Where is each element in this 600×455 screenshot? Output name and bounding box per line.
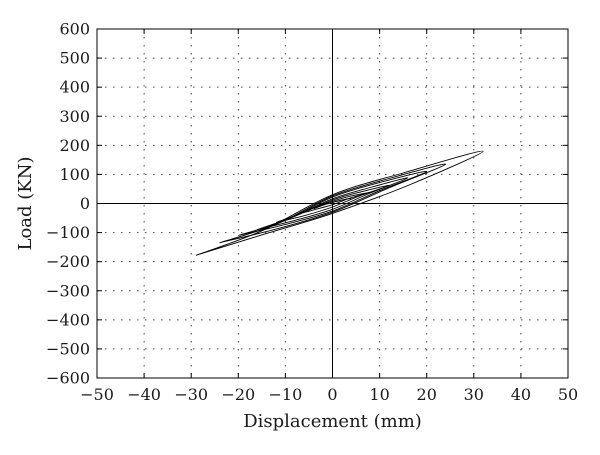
y-tick-labels: 600 500 400 300 200 100 0 −100 −200 −300 −400 −500 −… [46,20,90,388]
hysteresis-loop [219,163,446,244]
hysteresis-loops [195,150,484,256]
x-tick-label: −30 [174,385,208,404]
y-tick-label: 600 [59,20,90,39]
y-tick-label: 0 [80,194,90,213]
x-tick-label: −50 [80,385,114,404]
x-tick-label: −40 [127,385,161,404]
y-tick-label: 400 [59,78,90,97]
zero-lines [97,29,568,378]
y-tick-label: −300 [46,281,90,300]
x-axis-title: Displacement (mm) [243,411,422,432]
grid-lines [97,29,568,378]
y-tick-label: −400 [46,310,90,329]
x-tick-label: −10 [269,385,303,404]
hysteresis-loop [313,197,352,210]
y-tick-label: −100 [46,223,90,242]
hysteresis-loop [256,177,409,231]
hysteresis-loop [238,170,428,236]
y-axis-title: Load (KN) [15,156,36,250]
hysteresis-loop [195,150,484,256]
x-tick-labels: −50 −40 −30 −20 −10 0 10 20 30 40 50 [80,385,578,404]
x-tick-label: 0 [327,385,337,404]
x-tick-label: 30 [464,385,484,404]
y-tick-label: 200 [59,136,90,155]
y-tick-label: −500 [46,339,90,358]
x-tick-label: 40 [511,385,531,404]
axis-ticks [96,28,569,379]
y-tick-label: 100 [59,165,90,184]
y-tick-label: −200 [46,252,90,271]
y-tick-label: 300 [59,107,90,126]
y-tick-label: −600 [46,369,90,388]
x-tick-label: −20 [221,385,255,404]
x-tick-label: 50 [558,385,578,404]
x-tick-label: 10 [369,385,389,404]
x-tick-label: 20 [417,385,437,404]
y-tick-label: 500 [59,49,90,68]
